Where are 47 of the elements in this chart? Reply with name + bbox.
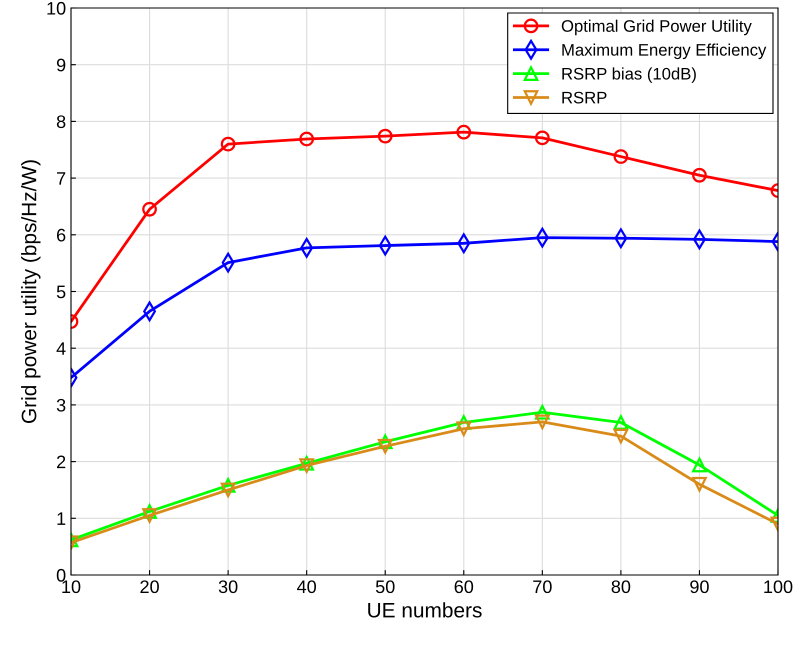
point (220, 482, 236, 498)
legend-label: Maximum Energy Efficiency (562, 44, 766, 60)
x-tick-label: 60 (454, 580, 474, 594)
point (142, 504, 157, 519)
point (378, 434, 393, 450)
y-tick-label: 4 (56, 342, 66, 355)
y-tick-label: 2 (57, 456, 66, 468)
point (456, 124, 472, 140)
y-tick-label: 10 (47, 2, 66, 15)
y-tick-label: 5 (56, 286, 66, 298)
legend-label: Optimal Grid Power Utility (562, 20, 752, 36)
y-tick-label: 7 (57, 172, 66, 185)
point (378, 438, 393, 454)
legend-label: RSRP bias (10dB) (562, 67, 696, 83)
y-tick-label: 9 (56, 58, 66, 72)
x-tick-label: 90 (690, 580, 709, 594)
y-tick-label: 1 (57, 512, 66, 525)
point (534, 404, 550, 420)
point (614, 415, 628, 430)
legend-label: RSRP (562, 92, 606, 104)
x-tick-label: 30 (218, 580, 238, 594)
y-tick-label: 0 (56, 568, 66, 582)
x-tick-label: 40 (297, 580, 316, 594)
point (692, 458, 707, 472)
x-tick-label: 80 (612, 580, 630, 594)
point (692, 476, 707, 492)
point (220, 136, 236, 152)
point (142, 202, 157, 217)
y-axis-title: Grid power utility (bps/Hz/W) (21, 160, 40, 423)
point (614, 428, 628, 444)
point (220, 478, 236, 493)
point (534, 414, 550, 430)
point (142, 508, 157, 523)
point (456, 421, 472, 436)
x-tick-label: 100 (764, 580, 792, 594)
x-tick-label: 70 (533, 580, 552, 594)
point (534, 130, 550, 146)
point (692, 168, 707, 183)
point (299, 132, 314, 146)
y-tick-label: 8 (56, 115, 66, 128)
y-tick-label: 6 (57, 228, 66, 242)
point (614, 149, 628, 164)
x-axis-title: UE numbers (368, 602, 482, 618)
x-tick-label: 50 (376, 580, 395, 594)
point (378, 128, 393, 144)
x-tick-label: 20 (140, 580, 159, 594)
y-tick-label: 3 (56, 398, 66, 412)
